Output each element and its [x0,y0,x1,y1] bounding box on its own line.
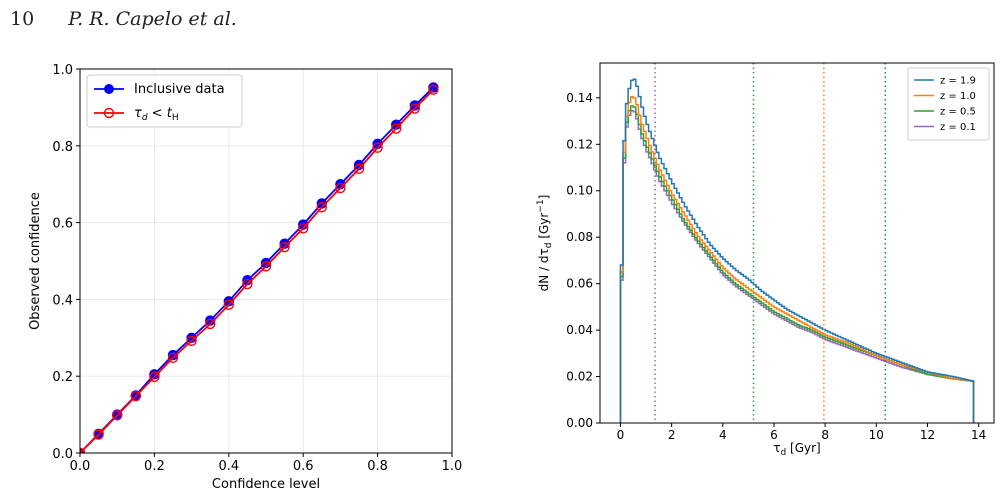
left-xtick-label: 0.6 [293,459,314,474]
right-ytick-label: 0.14 [566,91,593,105]
left-series-1-point [391,123,402,134]
left-xtick-label: 0.2 [144,459,165,474]
right-legend-label-3: z = 0.1 [940,122,976,133]
left-ytick-label: 0.4 [52,293,73,308]
left-legend-marker-1 [103,107,115,119]
right-legend-label-1: z = 1.0 [940,91,976,102]
left-legend-label-0: Inclusive data [134,82,225,97]
right-ytick-label: 0.06 [566,277,593,291]
left-series-1-point [260,261,272,272]
left-xtick-label: 1.0 [442,459,463,474]
left-ytick-label: 0.6 [52,217,73,232]
left-series-1-point [316,202,327,213]
left-legend-label-1: τd < tH [134,106,179,123]
right-ytick-label: 0.02 [566,370,593,384]
left-series-1-point [186,335,197,347]
left-legend-marker-0 [104,84,114,94]
left-axes-frame [79,68,453,454]
left-plot-area [80,82,439,453]
left-series-1-point [335,182,346,194]
right-series-step-1 [619,95,975,423]
left-series-1-point [372,142,383,153]
right-series-step-0 [619,78,975,423]
right-ytick-label: 0.04 [566,323,593,337]
left-ytick-label: 0.2 [52,370,73,385]
right-ytick-label: 0.12 [566,137,593,151]
right-xtick-label: 10 [869,428,884,442]
left-series-1-point [130,390,142,402]
left-chart: 0.0 0.2 0.4 0.6 0.8 1.0 0.0 0.2 0.4 0.6 0.8 1.0 Conf… [28,63,462,490]
left-series-1-point [242,278,253,290]
left-series-1-point [428,84,439,95]
right-axes-frame [599,62,995,424]
left-series-1-point [279,241,290,253]
left-xtick-label: 0.0 [70,459,91,474]
right-xtick-label: 0 [617,428,625,442]
right-legend: z = 1.9 z = 1.0 z = 0.5 z = 0.1 [907,67,990,141]
left-series-0-point [409,100,420,111]
right-xtick-label: 14 [971,428,986,442]
right-xlabel: τd [Gyr] [773,441,820,458]
left-series-0-point [149,369,160,380]
left-series-1-point [204,318,216,330]
right-series-step-2 [619,105,975,423]
left-xtick-label: 0.8 [367,459,388,474]
right-legend-label-2: z = 0.5 [940,107,976,118]
left-ytick-label: 0.0 [52,447,73,462]
left-series-1-point [298,223,309,234]
left-series-1-point [409,103,420,114]
left-ytick-label: 0.8 [52,140,73,155]
left-series-1-point [223,299,235,310]
right-xtick-label: 6 [770,428,778,442]
left-xtick-label: 0.4 [218,459,239,474]
left-series-1-point [93,429,104,440]
left-series-1-point [167,352,179,363]
right-ytick-label: 0.00 [566,416,593,430]
left-ylabel: Observed confidence [28,192,43,330]
right-ylabel: dN / dτd [Gyr−1] [536,195,554,292]
left-legend-box [86,74,243,128]
right-plot-area [619,63,975,423]
left-series-0-point [167,349,179,361]
right-xtick-label: 8 [821,428,829,442]
page-number: 10 [10,8,35,30]
left-series-1-point [149,371,160,383]
left-legend: Inclusive data τd < tH [86,74,243,128]
left-xlabel: Confidence level [212,477,320,490]
left-series-1-point [353,163,365,175]
right-series-step-3 [619,109,975,423]
running-head: 10 P. R. Capelo et al. [10,8,237,30]
right-ytick-label: 0.08 [566,230,593,244]
left-ytick-label: 1.0 [52,63,73,78]
right-legend-label-0: z = 1.9 [940,76,976,87]
right-xtick-label: 4 [719,428,727,442]
right-chart: 0 2 4 6 8 10 12 14 0.00 0.02 0.04 0.06 0.08 0.10 0.12 0… [536,62,995,458]
authors: P. R. Capelo et al. [68,8,237,30]
right-xtick-label: 2 [668,428,676,442]
right-legend-box [907,67,990,141]
left-series-1-point [111,410,123,421]
right-ytick-label: 0.10 [566,184,593,198]
right-xtick-label: 12 [920,428,935,442]
